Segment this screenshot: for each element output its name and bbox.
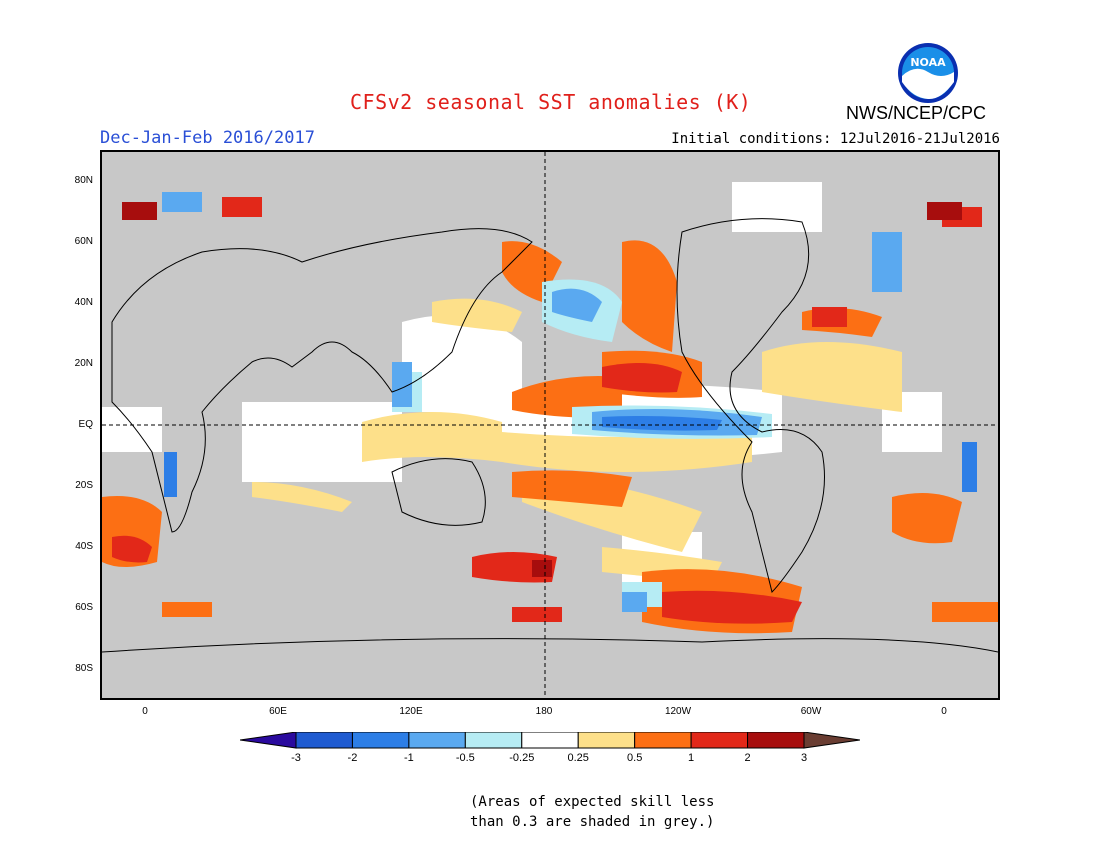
- lon-label-0-west: 0: [142, 706, 148, 717]
- colorbar-low-extend: [239, 731, 297, 749]
- colorbar-swatch: [690, 731, 749, 749]
- colorbar-swatch: [464, 731, 523, 749]
- colorbar-tick-label: -0.25: [509, 752, 534, 764]
- colorbar-tick-label: -3: [291, 752, 301, 764]
- colorbar-high-extend: [803, 731, 861, 749]
- colorbar-tick-label: 0.5: [627, 752, 642, 764]
- lat-label-40s: 40S: [75, 541, 93, 552]
- skill-footnote-line2: than 0.3 are shaded in grey.): [470, 814, 715, 830]
- lat-label-60n: 60N: [74, 236, 93, 247]
- lon-label-60w: 60W: [800, 706, 822, 717]
- colorbar-swatch: [634, 731, 692, 749]
- colorbar-tick-label: -2: [348, 752, 358, 764]
- colorbar-tick-label: 3: [801, 752, 807, 764]
- season-label: Dec-Jan-Feb 2016/2017: [100, 128, 315, 148]
- skill-footnote-line1: (Areas of expected skill less: [470, 794, 715, 810]
- colorbar-swatch: [295, 731, 353, 749]
- anomaly-extreme-warm-regions: [122, 202, 962, 577]
- lat-label-60s: 60S: [75, 602, 93, 613]
- sst-anomaly-map: [100, 150, 1000, 700]
- lat-label-40n: 40N: [74, 297, 93, 308]
- colorbar-tick-label: 0.25: [568, 752, 589, 764]
- colorbar-tick-label: 1: [688, 752, 694, 764]
- colorbar-swatch: [408, 731, 466, 749]
- colorbar-legend: -3 -2 -1 -0.5 -0.25 0.25 0.5 1 2 3: [239, 731, 861, 772]
- colorbar-tick-label: -0.5: [456, 752, 475, 764]
- lon-label-120e: 120E: [399, 706, 423, 717]
- colorbar-swatch: [521, 731, 579, 749]
- lat-label-80n: 80N: [74, 175, 93, 186]
- initial-conditions-label: Initial conditions: 12Jul2016-21Jul2016: [671, 131, 1000, 147]
- lat-label-20n: 20N: [74, 358, 93, 369]
- colorbar-tick-label: 2: [744, 752, 750, 764]
- colorbar-swatch: [747, 731, 805, 749]
- lon-label-60e: 60E: [269, 706, 287, 717]
- agency-label: NWS/NCEP/CPC: [846, 103, 987, 123]
- coastlines: [102, 218, 998, 653]
- lon-label-120w: 120W: [664, 706, 692, 717]
- colorbar-swatch: [577, 731, 636, 749]
- noaa-logo: NOAA: [897, 42, 959, 104]
- anomaly-strong-cool-regions: [164, 416, 977, 497]
- colorbar-swatch: [351, 731, 410, 749]
- lat-label-20s: 20S: [75, 480, 93, 491]
- chart-title: CFSv2 seasonal SST anomalies (K): [350, 90, 752, 114]
- lon-label-0-east: 0: [941, 706, 947, 717]
- skill-footnote: (Areas of expected skill less than 0.3 a…: [470, 792, 714, 832]
- logo-text: NOAA: [910, 56, 946, 69]
- lat-label-80s: 80S: [75, 663, 93, 674]
- colorbar-tick-label: -1: [404, 752, 414, 764]
- lat-label-eq: EQ: [78, 419, 93, 430]
- lon-label-180: 180: [535, 706, 553, 717]
